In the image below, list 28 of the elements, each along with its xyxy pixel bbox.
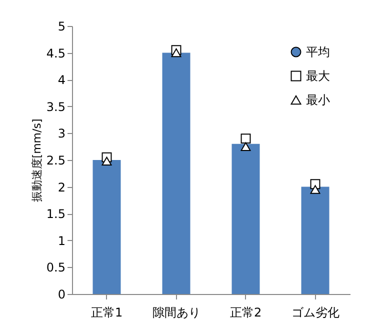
y-tick-label: 5: [58, 20, 66, 34]
point: [310, 185, 320, 194]
y-tick-label: 3.5: [46, 100, 66, 114]
bar: [162, 52, 190, 294]
y-tick-label: 2.5: [46, 154, 66, 168]
point: [240, 142, 251, 151]
y-tick-label: 0.5: [46, 260, 66, 275]
y-tick-label: 1: [58, 234, 66, 248]
y-tick-label: 4.5: [46, 46, 66, 60]
y-tick-label: 0: [58, 288, 66, 302]
point: [171, 48, 182, 58]
x-tick-label: 正常1: [90, 306, 123, 320]
bar: [232, 144, 260, 294]
bar: [92, 160, 121, 294]
y-tick-label: 4: [58, 73, 66, 88]
y-axis-title: 振動速度[mm/s]: [30, 118, 44, 202]
y-tick-label: 3: [58, 126, 66, 141]
x-tick-label: 正常2: [230, 306, 262, 320]
legend-label: 最大: [306, 69, 330, 83]
x-tick-label: 隙間あり: [152, 306, 200, 320]
legend-label: 平均: [306, 45, 330, 59]
x-tick-label: ゴム劣化: [291, 306, 340, 320]
y-tick-label: 1.5: [46, 207, 66, 222]
legend-label: 最小: [306, 93, 330, 107]
point: [102, 156, 112, 166]
y-tick-label: 2: [58, 180, 66, 194]
point: [240, 134, 251, 144]
bar: [301, 186, 330, 294]
